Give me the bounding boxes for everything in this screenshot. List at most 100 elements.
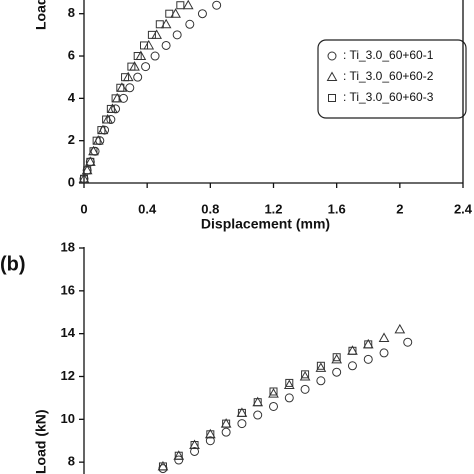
marker-triangle <box>160 18 172 29</box>
marker-circle <box>269 401 278 411</box>
legend-label: : Ti_3.0_60+60-2 <box>343 69 434 83</box>
y-tick-label: 8 <box>68 5 75 20</box>
marker-square <box>348 346 357 355</box>
marker-triangle <box>378 332 390 342</box>
panel-label: (b) <box>0 253 26 275</box>
marker-triangle <box>283 379 295 390</box>
y-tick-label: 6 <box>68 47 75 62</box>
marker-circle <box>212 0 222 10</box>
marker-square <box>102 115 111 124</box>
marker-square <box>121 73 130 82</box>
marker-circle <box>327 51 337 61</box>
marker-square <box>133 52 142 61</box>
marker-triangle <box>326 71 338 81</box>
marker-circle <box>205 436 215 446</box>
marker-square <box>116 83 125 92</box>
x-tick-label: 0.8 <box>201 201 219 216</box>
x-tick-label: 0 <box>80 201 87 216</box>
marker-circle <box>161 40 171 50</box>
marker-circle <box>106 115 116 125</box>
y-axis-label: Load (kN) <box>33 409 49 474</box>
marker-circle <box>118 93 128 103</box>
marker-triangle <box>315 362 327 372</box>
legend-label: : Ti_3.0_60+60-1 <box>343 48 434 62</box>
marker-square <box>80 174 88 183</box>
y-tick-label: 14 <box>61 325 76 340</box>
marker-square <box>127 62 136 71</box>
marker-square <box>165 9 174 18</box>
marker-circle <box>284 393 294 403</box>
marker-circle <box>221 427 231 437</box>
marker-square <box>174 451 183 460</box>
marker-circle <box>347 361 357 371</box>
marker-circle <box>185 19 195 29</box>
y-tick-label: 18 <box>61 239 75 254</box>
marker-circle <box>300 384 310 394</box>
marker-circle <box>316 376 326 386</box>
marker-triangle <box>143 39 155 50</box>
marker-circle <box>111 104 121 114</box>
marker-square <box>316 361 325 370</box>
y-tick-label: 8 <box>68 454 75 469</box>
marker-circle <box>363 354 373 364</box>
legend-label: : Ti_3.0_60+60-3 <box>343 90 434 104</box>
marker-triangle <box>331 353 343 364</box>
marker-square <box>97 126 106 135</box>
marker-square <box>83 166 92 175</box>
marker-triangle <box>299 370 311 381</box>
marker-square <box>111 94 120 103</box>
x-axis-label: Displacement (mm) <box>201 216 330 232</box>
marker-square <box>237 408 246 417</box>
marker-square <box>269 387 278 396</box>
marker-square <box>190 441 199 450</box>
marker-circle <box>141 62 151 72</box>
marker-square <box>155 20 164 29</box>
marker-circle <box>403 337 413 347</box>
marker-square <box>253 398 262 407</box>
marker-square <box>147 30 156 39</box>
marker-circle <box>253 410 263 420</box>
x-tick-label: 1.2 <box>264 201 282 216</box>
marker-triangle <box>182 0 194 10</box>
y-tick-label: 2 <box>68 132 75 147</box>
marker-square <box>140 41 149 50</box>
marker-square <box>89 147 98 156</box>
marker-circle <box>133 72 143 82</box>
marker-square <box>285 378 294 387</box>
marker-square <box>176 1 185 10</box>
y-tick-label: 0 <box>68 174 75 189</box>
marker-square <box>86 157 95 166</box>
marker-square <box>92 136 101 145</box>
marker-circle <box>125 83 135 93</box>
marker-circle <box>172 30 182 40</box>
y-axis-label: Load (kN) <box>33 0 49 30</box>
legend-box <box>317 39 467 119</box>
marker-square <box>222 419 231 428</box>
marker-circle <box>197 9 207 19</box>
x-tick-label: 1.6 <box>328 201 346 216</box>
marker-square <box>158 462 167 471</box>
marker-circle <box>190 446 200 456</box>
x-tick-label: 2 <box>396 201 403 216</box>
marker-triangle <box>170 8 181 18</box>
marker-square <box>328 94 336 102</box>
y-tick-label: 16 <box>61 282 75 297</box>
marker-circle <box>158 464 168 474</box>
marker-circle <box>379 348 389 358</box>
y-tick-label: 10 <box>61 411 75 426</box>
x-tick-label: 2.4 <box>454 201 473 216</box>
marker-circle <box>332 367 342 377</box>
marker-triangle <box>394 323 406 334</box>
marker-square <box>301 370 310 379</box>
marker-triangle <box>151 29 162 39</box>
marker-square <box>106 104 115 113</box>
x-tick-label: 0.4 <box>138 201 157 216</box>
marker-circle <box>237 419 247 429</box>
y-tick-label: 4 <box>68 90 76 105</box>
marker-circle <box>174 455 184 465</box>
marker-square <box>206 430 215 439</box>
marker-square <box>364 340 373 349</box>
marker-circle <box>150 51 160 61</box>
marker-square <box>332 353 341 362</box>
